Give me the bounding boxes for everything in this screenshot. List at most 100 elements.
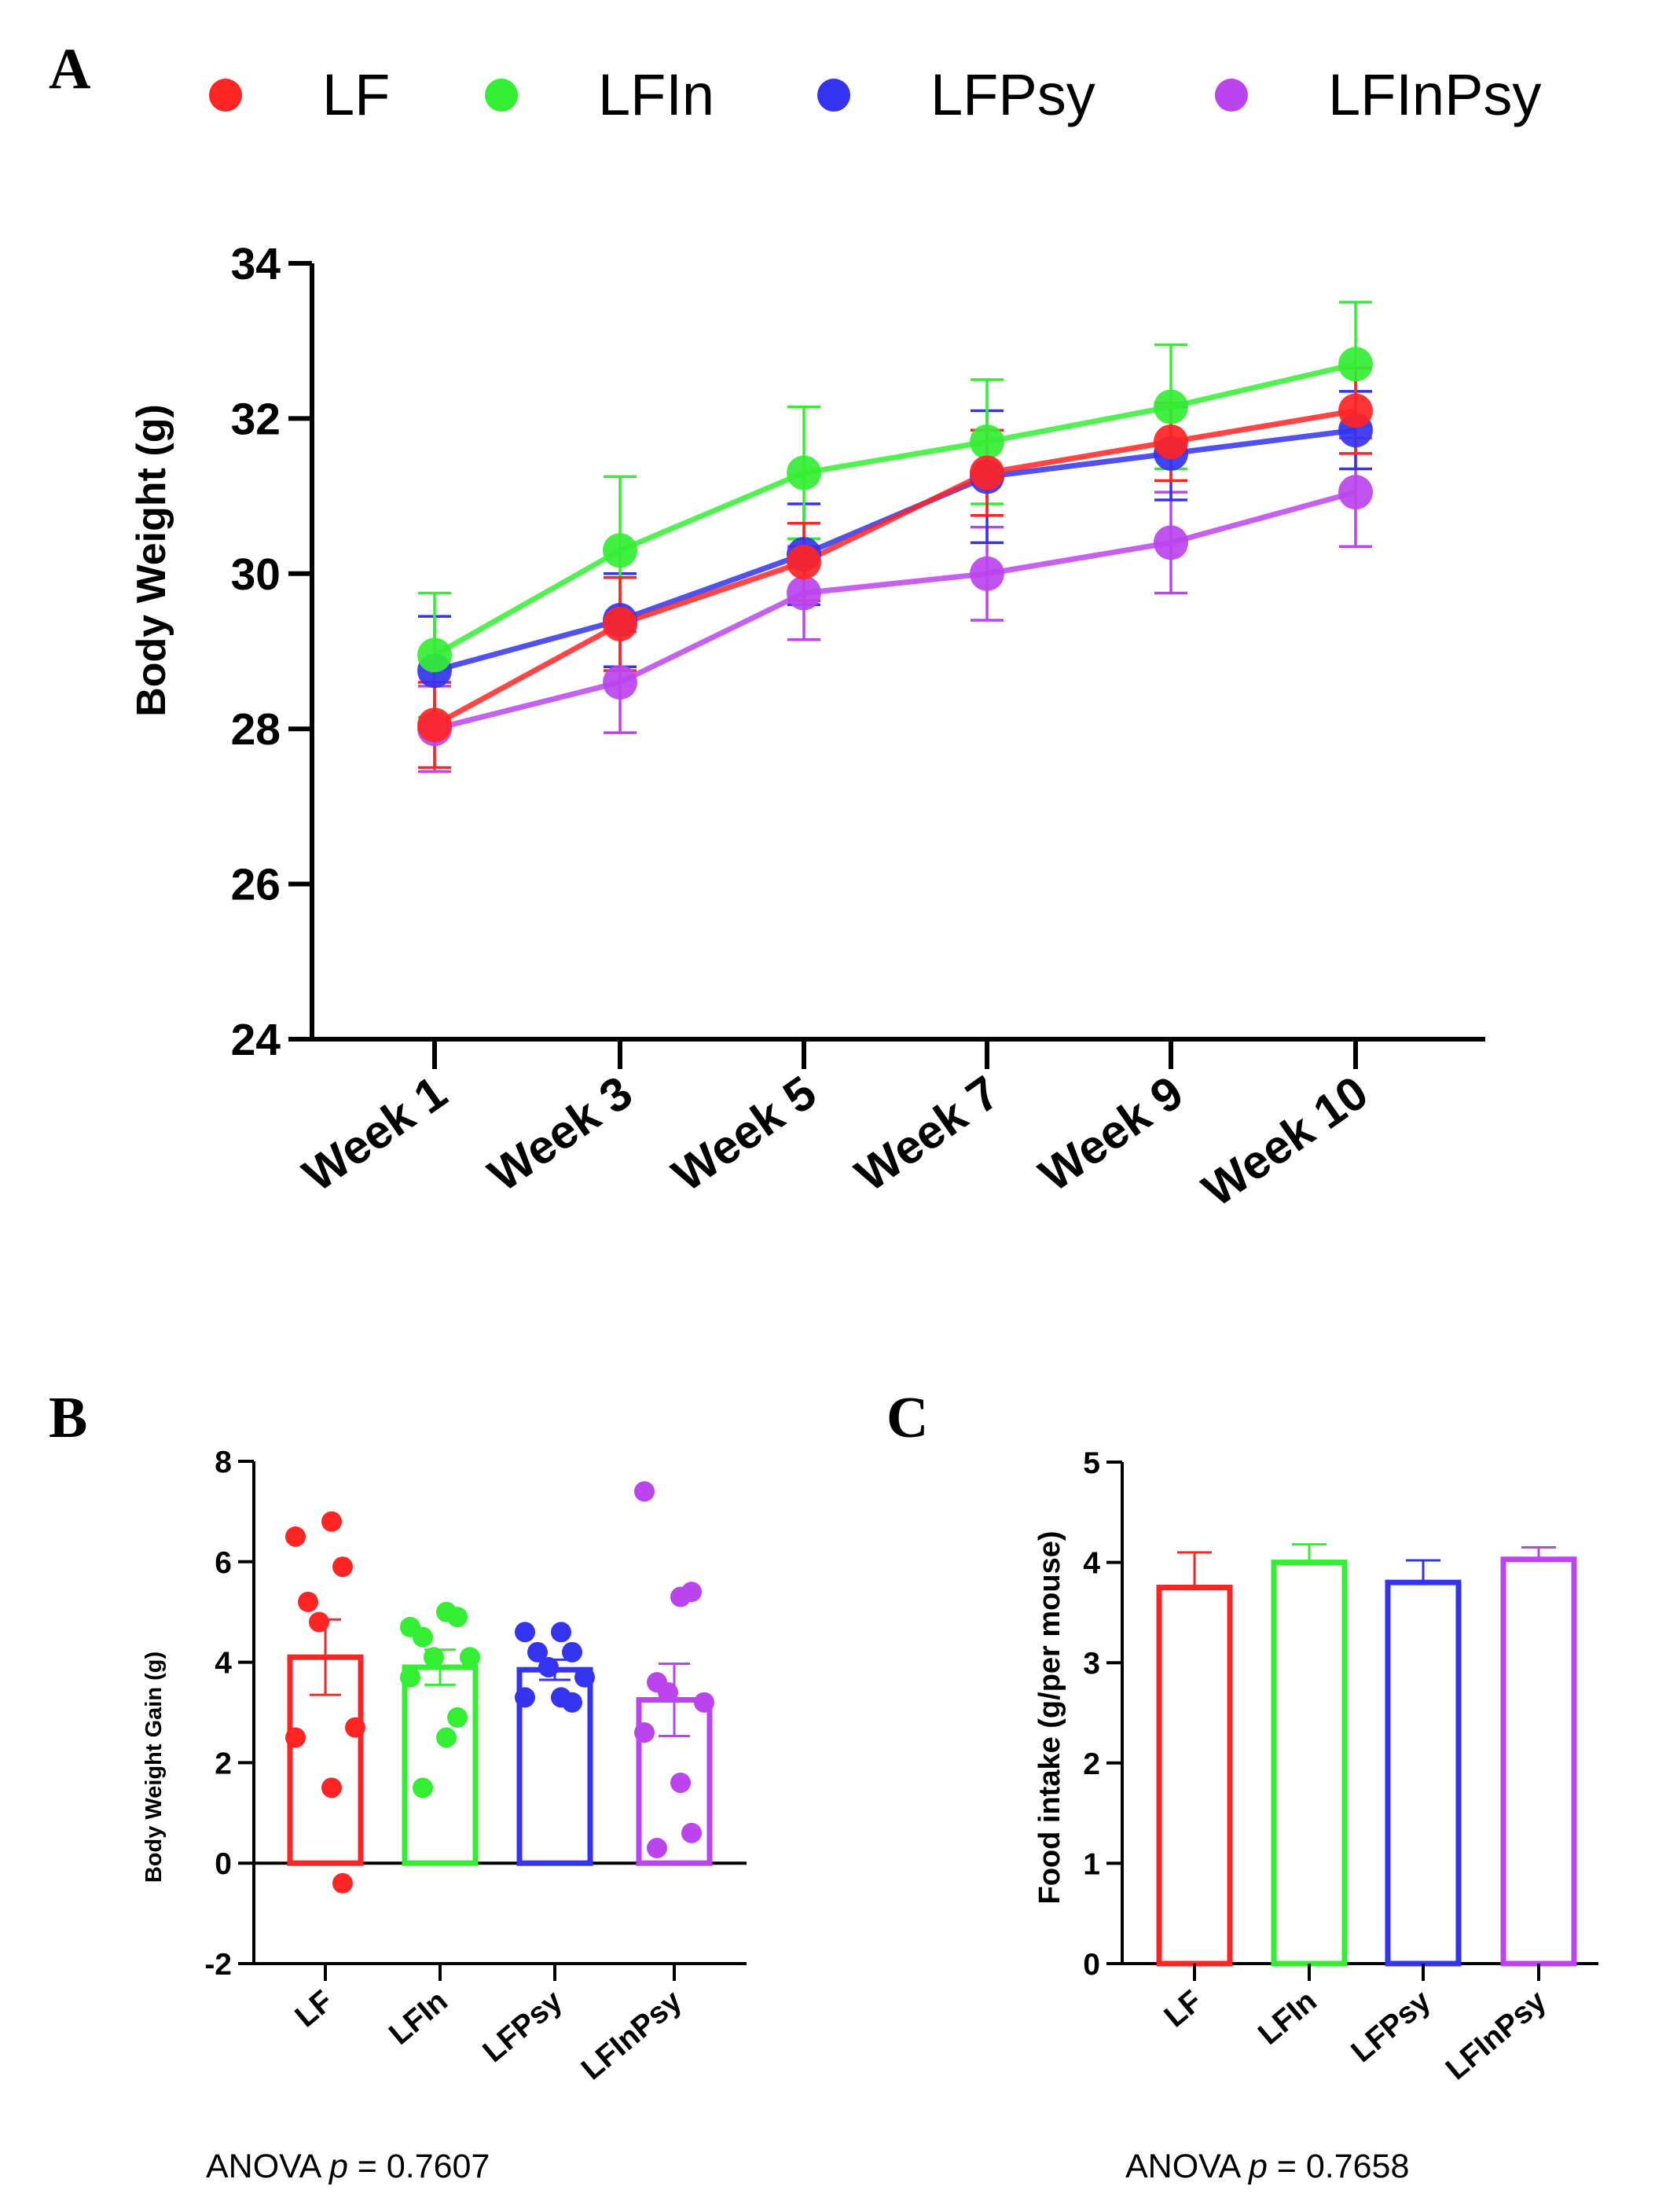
y-tick-label-c: 0 <box>1083 1948 1100 1982</box>
data-point-lfpsy <box>562 1641 582 1663</box>
series-line-lfinpsy <box>434 489 1356 732</box>
x-tick-label-lfpsy: LFPsy <box>476 1984 569 2069</box>
data-point-lf <box>321 1511 342 1532</box>
data-point-lfinpsy <box>634 1722 655 1744</box>
series-line-lfin <box>433 361 1356 658</box>
data-point-lfin <box>417 638 452 673</box>
body-weight-gain-bar-chart: Body Weight Gain (g) ANOVA p = 0.7607 -2… <box>141 1446 747 2185</box>
data-point-lfinpsy <box>1338 475 1373 510</box>
data-point-lfpsy <box>551 1622 571 1643</box>
x-tick-label-lfin: LFIn <box>383 1984 454 2052</box>
data-point-lfinpsy <box>647 1838 667 1859</box>
data-point-lf <box>603 606 637 641</box>
bar-lfinpsy <box>1500 1556 1577 1967</box>
anova-label-b: ANOVA p = 0.7607 <box>206 2148 490 2185</box>
panel-label-b: B <box>49 1386 87 1450</box>
data-point-lfin <box>970 424 1004 460</box>
legend-label-lfpsy: LFPsy <box>930 62 1095 127</box>
data-point-lf <box>332 1556 353 1578</box>
data-point-lfpsy <box>527 1641 548 1663</box>
body-weight-line-chart: Body Weight (g) 24 26 28 30 32 34 Week 1 Week 3… <box>129 239 1485 1217</box>
legend-marker-lfinpsy <box>1215 79 1248 112</box>
data-point-lfin <box>436 1727 457 1748</box>
bar-lfin <box>1271 1560 1348 1967</box>
y-axis-label-b: Body Weight Gain (g) <box>141 1652 167 1883</box>
x-tick-label-lf: LF <box>1158 1984 1209 2034</box>
bar-lfpsy <box>1385 1579 1462 1967</box>
y-axis-label-a: Body Weight (g) <box>129 404 174 717</box>
y-tick-label-a: 28 <box>231 704 281 755</box>
series-line-lfpsy <box>434 427 1356 674</box>
data-point-lfin <box>447 1707 468 1728</box>
data-point-lfin <box>413 1777 433 1799</box>
data-point-lfinpsy <box>694 1692 714 1713</box>
y-tick-label-a: 34 <box>231 239 281 289</box>
y-tick-label-b: 0 <box>215 1847 232 1881</box>
y-tick-label-c: 5 <box>1083 1446 1100 1480</box>
data-point-lfin <box>1154 389 1188 424</box>
data-point-lfinpsy <box>787 575 821 611</box>
data-point-lfin <box>413 1626 433 1648</box>
x-tick-label-lfpsy: LFPsy <box>1345 1984 1437 2069</box>
y-tick-label-c: 2 <box>1083 1747 1100 1781</box>
legend: LF LFIn LFPsy LFInPsy <box>209 62 1541 127</box>
legend-marker-lfpsy <box>817 79 850 112</box>
x-tick-label-lfinpsy: LFInPsy <box>575 1984 688 2087</box>
data-point-lfin <box>460 1647 480 1668</box>
data-point-lf <box>417 707 452 743</box>
bar-lf <box>1156 1585 1233 1967</box>
x-tick-label-week-9: Week 9 <box>1030 1066 1193 1202</box>
data-point-lfin <box>424 1647 444 1668</box>
data-point-lfinpsy <box>1154 525 1188 560</box>
data-point-lf <box>285 1526 306 1547</box>
series-line-lf <box>433 408 1356 728</box>
legend-label-lfinpsy: LFInPsy <box>1328 62 1541 127</box>
data-point-lfinpsy <box>681 1822 702 1843</box>
data-point-lfin <box>1338 347 1373 382</box>
data-point-lfpsy <box>515 1687 535 1708</box>
bar-lfin <box>402 1664 479 1866</box>
y-tick-label-a: 26 <box>231 860 281 910</box>
data-point-lfinpsy <box>634 1481 655 1502</box>
data-point-lf <box>345 1717 365 1738</box>
data-point-lf <box>321 1777 342 1799</box>
data-point-lf <box>285 1727 306 1748</box>
data-point-lfin <box>603 533 637 568</box>
y-tick-label-c: 1 <box>1083 1847 1100 1881</box>
x-tick-label-lf: LF <box>289 1984 339 2034</box>
x-tick-label-week-1: Week 1 <box>294 1066 457 1202</box>
data-point-lf <box>298 1591 318 1612</box>
y-tick-label-a: 30 <box>231 549 281 600</box>
y-tick-label-b: 8 <box>215 1446 232 1479</box>
data-point-lf <box>1338 393 1373 428</box>
legend-label-lfin: LFIn <box>598 62 714 127</box>
data-point-lf <box>309 1611 329 1633</box>
data-point-lfpsy <box>574 1666 595 1688</box>
legend-marker-lfin <box>485 79 518 112</box>
data-point-lfinpsy <box>681 1582 702 1603</box>
legend-marker-lf <box>209 79 242 112</box>
data-point-lf <box>332 1872 353 1894</box>
y-tick-label-a: 32 <box>231 394 281 444</box>
y-tick-label-c: 4 <box>1083 1547 1100 1581</box>
data-point-lfinpsy <box>658 1681 678 1703</box>
data-point-lfpsy <box>562 1692 582 1713</box>
data-point-lfin <box>787 455 821 491</box>
y-tick-label-b: 2 <box>215 1747 232 1780</box>
data-point-lf <box>787 544 821 579</box>
y-tick-label-b: -2 <box>204 1948 232 1982</box>
x-tick-label-lfinpsy: LFInPsy <box>1440 1984 1553 2087</box>
y-tick-label-b: 6 <box>215 1546 232 1580</box>
y-tick-label-a: 24 <box>231 1015 281 1065</box>
data-point-lf <box>1154 424 1188 460</box>
data-point-lfin <box>447 1607 468 1628</box>
x-tick-label-week-3: Week 3 <box>479 1066 642 1202</box>
y-tick-label-b: 4 <box>215 1647 232 1681</box>
data-point-lfinpsy <box>670 1772 691 1793</box>
data-point-lfinpsy <box>603 664 637 700</box>
panel-label-c: C <box>886 1386 928 1450</box>
data-point-lfinpsy <box>970 556 1004 591</box>
legend-label-lf: LF <box>322 62 390 127</box>
panel-label-a: A <box>49 37 90 101</box>
